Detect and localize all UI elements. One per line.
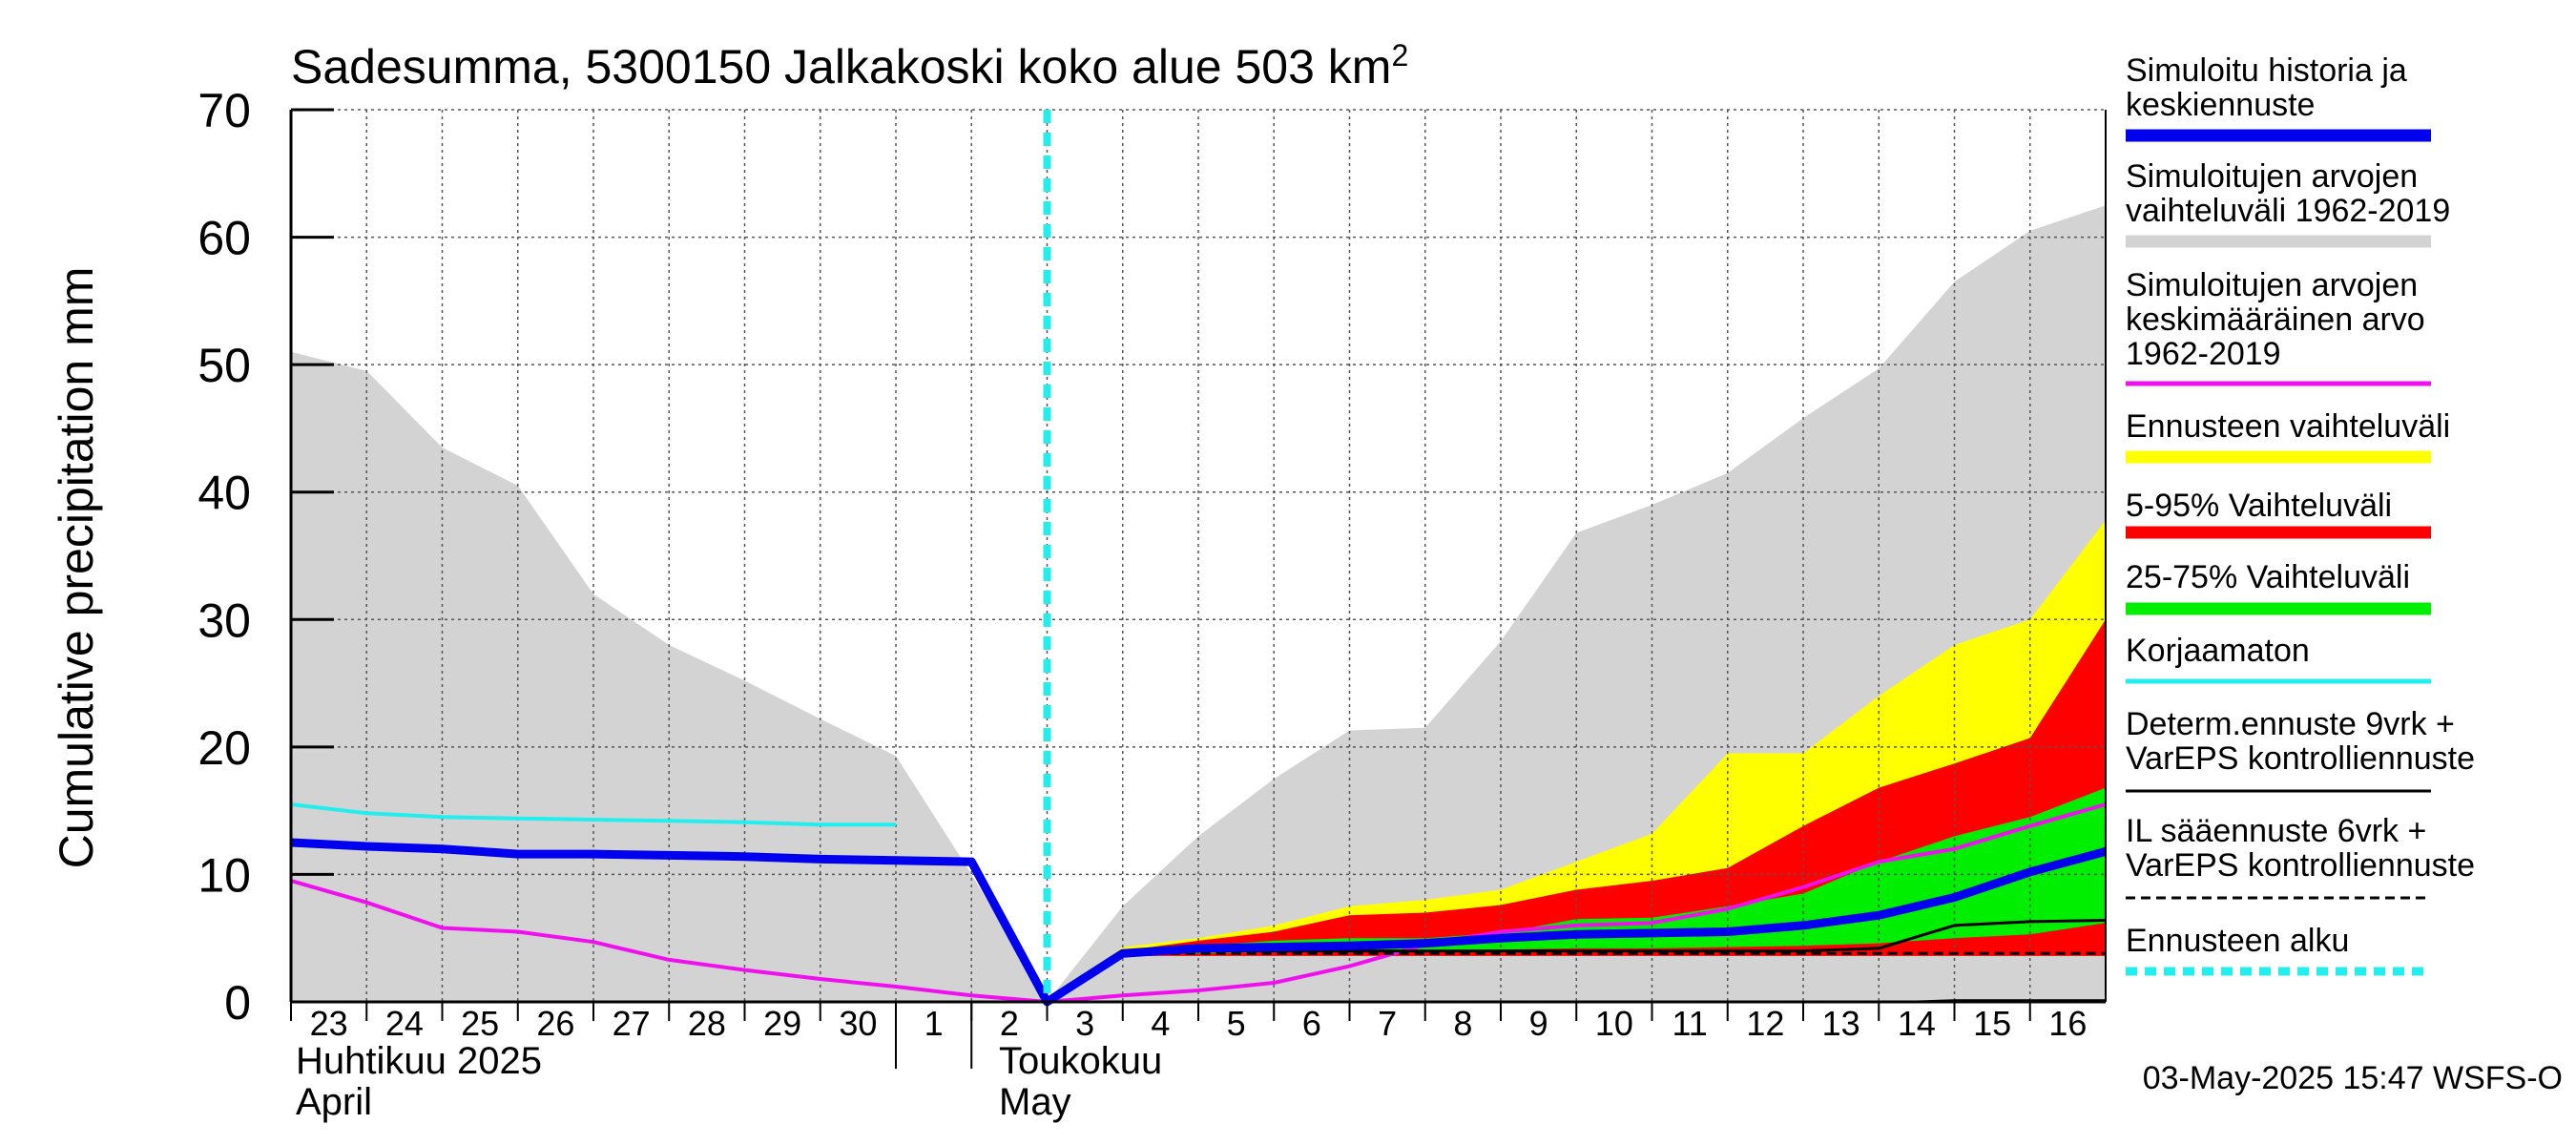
legend-label: 5-95% Vaihteluväli	[2126, 488, 2392, 524]
legend-label: VarEPS kontrolliennuste	[2126, 740, 2475, 777]
band-0	[291, 205, 2106, 1002]
legend-label: keskiennuste	[2126, 87, 2315, 123]
x-tick-label: 5	[1227, 1004, 1246, 1043]
month-label: Toukokuu	[999, 1040, 1162, 1082]
x-tick-label: 9	[1529, 1004, 1548, 1043]
legend-label: 1962-2019	[2126, 336, 2281, 372]
x-tick-label: 11	[1672, 1004, 1707, 1043]
legend-label: 25-75% Vaihteluväli	[2126, 559, 2410, 595]
y-tick-label: 70	[197, 84, 251, 137]
legend-label: keskimääräinen arvo	[2126, 302, 2425, 338]
x-tick-label: 16	[2048, 1004, 2087, 1043]
legend-label: Simuloitujen arvojen	[2126, 267, 2418, 303]
legend-label: VarEPS kontrolliennuste	[2126, 847, 2475, 884]
legend-label: vaihteluväli 1962-2019	[2126, 193, 2450, 229]
x-tick-label: 2	[1000, 1004, 1019, 1043]
x-tick-label: 13	[1822, 1004, 1860, 1043]
x-tick-label: 7	[1378, 1004, 1397, 1043]
y-tick-label: 50	[197, 339, 251, 392]
x-tick-label: 10	[1595, 1004, 1633, 1043]
x-tick-label: 30	[839, 1004, 877, 1043]
grid	[291, 109, 2106, 1002]
legend-label: Korjaamaton	[2126, 633, 2310, 669]
x-tick-label: 15	[1973, 1004, 2011, 1043]
series-line-0	[290, 802, 2107, 1004]
legend-label: IL sääennuste 6vrk +	[2126, 813, 2426, 849]
x-tick-label: 4	[1151, 1004, 1170, 1043]
x-tick-label: 6	[1302, 1004, 1321, 1043]
x-tick-label: 14	[1898, 1004, 1936, 1043]
legend-label: Ennusteen vaihteluväli	[2126, 408, 2450, 445]
x-tick-label: 27	[613, 1004, 651, 1043]
month-label-en: May	[999, 1081, 1071, 1123]
x-tick-label: 28	[688, 1004, 726, 1043]
x-tick-label: 25	[461, 1004, 499, 1043]
x-tick-label: 12	[1746, 1004, 1784, 1043]
y-tick-label: 20	[197, 721, 251, 775]
y-tick-label: 30	[197, 593, 251, 647]
x-tick-label: 1	[924, 1004, 944, 1043]
x-tick-label: 26	[536, 1004, 574, 1043]
month-label: Huhtikuu 2025	[296, 1040, 542, 1082]
x-tick-label: 8	[1453, 1004, 1472, 1043]
series-line-3	[1046, 951, 2106, 1004]
month-label-en: April	[296, 1081, 372, 1123]
legend-label: Determ.ennuste 9vrk +	[2126, 706, 2455, 742]
legend-label: Simuloitujen arvojen	[2126, 158, 2418, 195]
legend-label: Simuloitu historia ja	[2126, 52, 2407, 89]
y-tick-label: 0	[224, 976, 251, 1030]
series-line-1	[290, 802, 896, 827]
x-tick-label: 3	[1075, 1004, 1094, 1043]
x-tick-label: 24	[385, 1004, 424, 1043]
series-line-5	[290, 838, 2108, 1007]
series-lines	[290, 110, 2108, 1007]
y-tick-label: 40	[197, 467, 251, 520]
x-tick-label: 29	[763, 1004, 801, 1043]
y-tick-label: 60	[197, 212, 251, 265]
y-axis-label: Cumulative precipitation mm	[50, 267, 103, 869]
legend-label: Ennusteen alku	[2126, 923, 2349, 959]
y-tick-label: 10	[197, 848, 251, 902]
timestamp: 03-May-2025 15:47 WSFS-O	[2143, 1060, 2563, 1096]
chart-title: Sadesumma, 5300150 Jalkakoski koko alue …	[291, 38, 1408, 94]
x-tick-label: 23	[310, 1004, 348, 1043]
